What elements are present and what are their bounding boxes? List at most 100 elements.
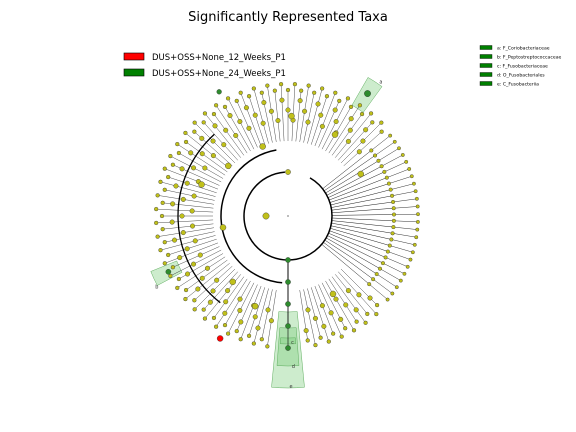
fan-inner-node-19 xyxy=(382,169,387,174)
leaf-branch-76 xyxy=(307,288,316,319)
clade-node-b xyxy=(165,268,172,275)
fan-outer-spoke-20 xyxy=(381,154,403,167)
fan-leaf-node-9 xyxy=(414,235,419,240)
legend-label-12-weeks: DUS+OSS+None_12_Weeks_P1 xyxy=(152,53,286,63)
mid-node-31 xyxy=(210,138,216,144)
leaf-branch-17 xyxy=(281,100,285,142)
leaf-node-68 xyxy=(234,329,239,334)
leaf-node-67 xyxy=(225,331,231,336)
mid-node-45 xyxy=(189,208,195,214)
leaf-branch-34 xyxy=(202,153,228,173)
leaf-node-80 xyxy=(343,326,348,331)
ring-arc-inner-right xyxy=(309,177,333,255)
leaf-branch-25 xyxy=(239,121,255,150)
leaf-branch-28 xyxy=(225,130,245,156)
leaf-node-2 xyxy=(370,120,375,125)
mid-node-43 xyxy=(180,196,186,202)
leaf-branch-74 xyxy=(299,290,307,331)
fan-inner-node-11 xyxy=(391,218,396,223)
fan-leaf-node-5 xyxy=(405,264,410,269)
leaf-branch-41 xyxy=(175,185,216,197)
fan-leaf-node-16 xyxy=(412,181,416,186)
mid-node-55 xyxy=(191,261,197,267)
fan-leaf-node-6 xyxy=(408,257,413,262)
mid-node-23 xyxy=(243,105,249,111)
leaf-branch-7 xyxy=(321,121,337,150)
mid-node-18 xyxy=(275,118,281,124)
leaf-branch-8 xyxy=(318,109,336,148)
clade-label-e: e xyxy=(289,384,292,390)
mid-node-44 xyxy=(170,201,176,207)
fan-leaf-node-17 xyxy=(409,174,414,179)
leaf-node-24 xyxy=(234,98,239,103)
fan-outer-spoke-2 xyxy=(376,273,397,288)
leaf-branch-75 xyxy=(303,289,309,310)
fan-leaf-node-12 xyxy=(416,212,420,217)
leaf-twig-25 xyxy=(227,98,241,122)
fan-spoke-17 xyxy=(329,183,389,203)
mid-node-49 xyxy=(180,230,186,236)
fan-spoke-8 xyxy=(330,225,392,240)
leaf-twig-21 xyxy=(253,88,264,124)
leaf-twig-43 xyxy=(157,195,184,200)
leaf-branch-77 xyxy=(311,287,325,327)
leaf-branch-35 xyxy=(190,152,226,176)
fan-inner-node-13 xyxy=(391,206,396,211)
leaf-branch-54 xyxy=(200,246,220,256)
leaf-node-12 xyxy=(312,90,317,95)
fan-outer-spoke-22 xyxy=(374,141,395,156)
leaf-branch-80 xyxy=(321,282,341,320)
red-node-12-weeks xyxy=(216,335,224,342)
leaf-twig-18 xyxy=(274,90,279,121)
internal-node-2 xyxy=(219,224,227,231)
leaf-node-59 xyxy=(183,296,188,302)
mid-node-30 xyxy=(221,142,227,148)
fan-spoke-3 xyxy=(326,237,381,269)
leaf-node-38 xyxy=(170,162,175,167)
phylum-node-top xyxy=(285,169,291,175)
mid-node-70 xyxy=(252,314,258,320)
leaf-node-65 xyxy=(214,324,219,329)
taxa-legend-swatch-e xyxy=(479,81,493,86)
clade-letter-labels: a b c d e xyxy=(155,79,382,390)
leaf-branch-13 xyxy=(299,111,305,142)
mid-node-24 xyxy=(246,125,252,131)
leaf-twig-27 xyxy=(215,105,236,136)
mid-node-48 xyxy=(190,223,196,229)
fan-inner-node-0 xyxy=(367,282,372,287)
leaf-node-33 xyxy=(183,130,188,136)
leaf-node-46 xyxy=(159,213,165,219)
mid-node-66 xyxy=(237,296,243,302)
leaf-node-9 xyxy=(333,90,338,95)
mid-node-27 xyxy=(233,132,239,138)
leaf-branch-22 xyxy=(255,115,265,145)
clade-node-a xyxy=(364,90,371,97)
phylum-node-left xyxy=(262,212,270,220)
leaf-twig-60 xyxy=(194,280,217,301)
leaf-twig-78 xyxy=(322,305,334,334)
leaf-twig-75 xyxy=(307,309,316,346)
leaf-branch-49 xyxy=(183,227,214,233)
leaf-branch-44 xyxy=(172,203,214,209)
leaf-node-13 xyxy=(306,83,311,88)
leaf-branch-5 xyxy=(328,118,352,154)
leaf-twig-9 xyxy=(322,92,336,127)
leaf-node-18 xyxy=(272,88,277,93)
leaf-node-86 xyxy=(374,302,380,308)
mid-node-2 xyxy=(363,127,369,133)
leaf-twig-19 xyxy=(267,85,272,112)
leaf-node-27 xyxy=(214,103,219,108)
mid-node-60 xyxy=(214,277,220,283)
root-node xyxy=(287,215,289,217)
leaf-branch-66 xyxy=(239,280,251,300)
leaf-node-72 xyxy=(259,337,264,342)
fan-spoke-15 xyxy=(331,195,393,208)
leaf-twig-51 xyxy=(160,240,196,251)
internal-node-0 xyxy=(259,143,266,150)
leaf-node-42 xyxy=(162,187,167,192)
leaf-branch-58 xyxy=(202,259,228,279)
mid-node-54 xyxy=(197,252,203,258)
leaf-branch-38 xyxy=(181,168,220,186)
leaf-branch-2 xyxy=(338,129,366,161)
fan-spoke-22 xyxy=(324,155,376,192)
